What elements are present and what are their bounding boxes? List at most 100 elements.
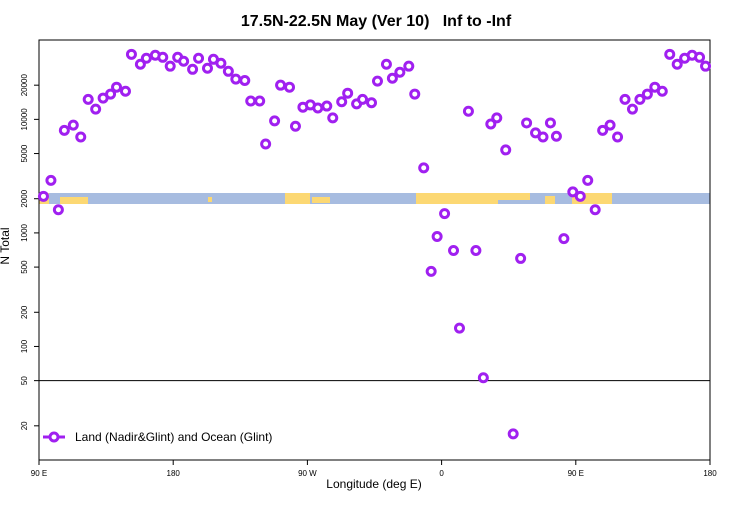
data-point [82,93,94,105]
y-tick-label: 20 [20,421,29,430]
x-tick-label: 90 W [298,469,317,478]
data-point [700,60,712,72]
data-point [157,51,169,63]
data-point [403,60,415,72]
data-point [409,88,421,100]
data-point [619,93,631,105]
data-point [418,162,430,174]
y-tick-label: 500 [20,260,29,274]
data-point [507,428,519,440]
data-point [371,75,383,87]
data-point [230,73,242,85]
data-point [425,265,437,277]
y-tick-label: 50 [20,376,29,385]
data-point [567,186,579,198]
data-point [394,66,406,78]
data-point [366,97,378,109]
x-tick-label: 180 [167,469,181,478]
x-axis-label: Longitude (deg E) [326,477,421,491]
data-point [589,204,601,216]
data-point [193,52,205,64]
data-point [187,63,199,75]
data-point [222,65,234,77]
y-tick-label: 5000 [20,144,29,162]
data-point [634,93,646,105]
chart-title: 17.5N-22.5N May (Ver 10) Inf to -Inf [241,13,512,30]
data-point [694,51,706,63]
data-point [260,138,272,150]
y-tick-label: 100 [20,339,29,353]
data-point [52,204,64,216]
data-point [537,131,549,143]
data-point [178,55,190,67]
data-point [37,190,49,202]
data-point [626,103,638,115]
data-point [336,96,348,108]
data-point [284,81,296,93]
data-point [582,174,594,186]
data-point [453,322,465,334]
data-point [491,112,503,124]
data-point [597,124,609,136]
data-point [342,87,354,99]
data-point [75,131,87,143]
x-tick-label: 90 E [568,469,584,478]
data-point [656,85,668,97]
data-point [327,112,339,124]
data-point [357,93,369,105]
data-point [67,119,79,131]
data-point [254,95,266,107]
map-strip [39,193,710,204]
data-point [275,79,287,91]
data-point [289,120,301,132]
y-tick-label: 2000 [20,189,29,207]
data-point [641,88,653,100]
x-tick-label: 0 [439,469,444,478]
data-point [269,115,281,127]
data-point [671,58,683,70]
data-point [312,102,324,114]
data-point [431,230,443,242]
data-point [477,372,489,384]
data-point [134,58,146,70]
data-point [550,130,562,142]
data-point [58,124,70,136]
data-point [521,117,533,129]
plot-frame [38,39,711,461]
y-tick-label: 1000 [20,223,29,241]
data-point [500,144,512,156]
data-point [90,103,102,115]
data-point [164,60,176,72]
data-point [201,62,213,74]
data-point [604,119,616,131]
y-tick-label: 200 [20,305,29,319]
data-point [574,190,586,202]
legend-label: Land (Nadir&Glint) and Ocean (Glint) [75,430,272,444]
data-point [45,174,57,186]
x-tick-label: 180 [703,469,717,478]
data-point [105,88,117,100]
data-point [515,252,527,264]
data-point [321,100,333,112]
data-point [239,74,251,86]
data-point [544,117,556,129]
y-tick-label: 20000 [20,74,29,97]
legend-marker [48,431,60,443]
data-point [462,105,474,117]
data-point [125,48,137,60]
data-point [558,233,570,245]
data-point [245,95,257,107]
data-point [119,85,131,97]
data-point [215,57,227,69]
data-point [485,118,497,130]
data-point [140,52,152,64]
y-axis-label: N Total [0,227,12,264]
data-point [664,48,676,60]
data-point [470,244,482,256]
y-tick-label: 10000 [20,108,29,131]
data-point [111,81,123,93]
data-point [439,208,451,220]
data-point [612,131,624,143]
x-tick-label: 90 E [31,469,47,478]
